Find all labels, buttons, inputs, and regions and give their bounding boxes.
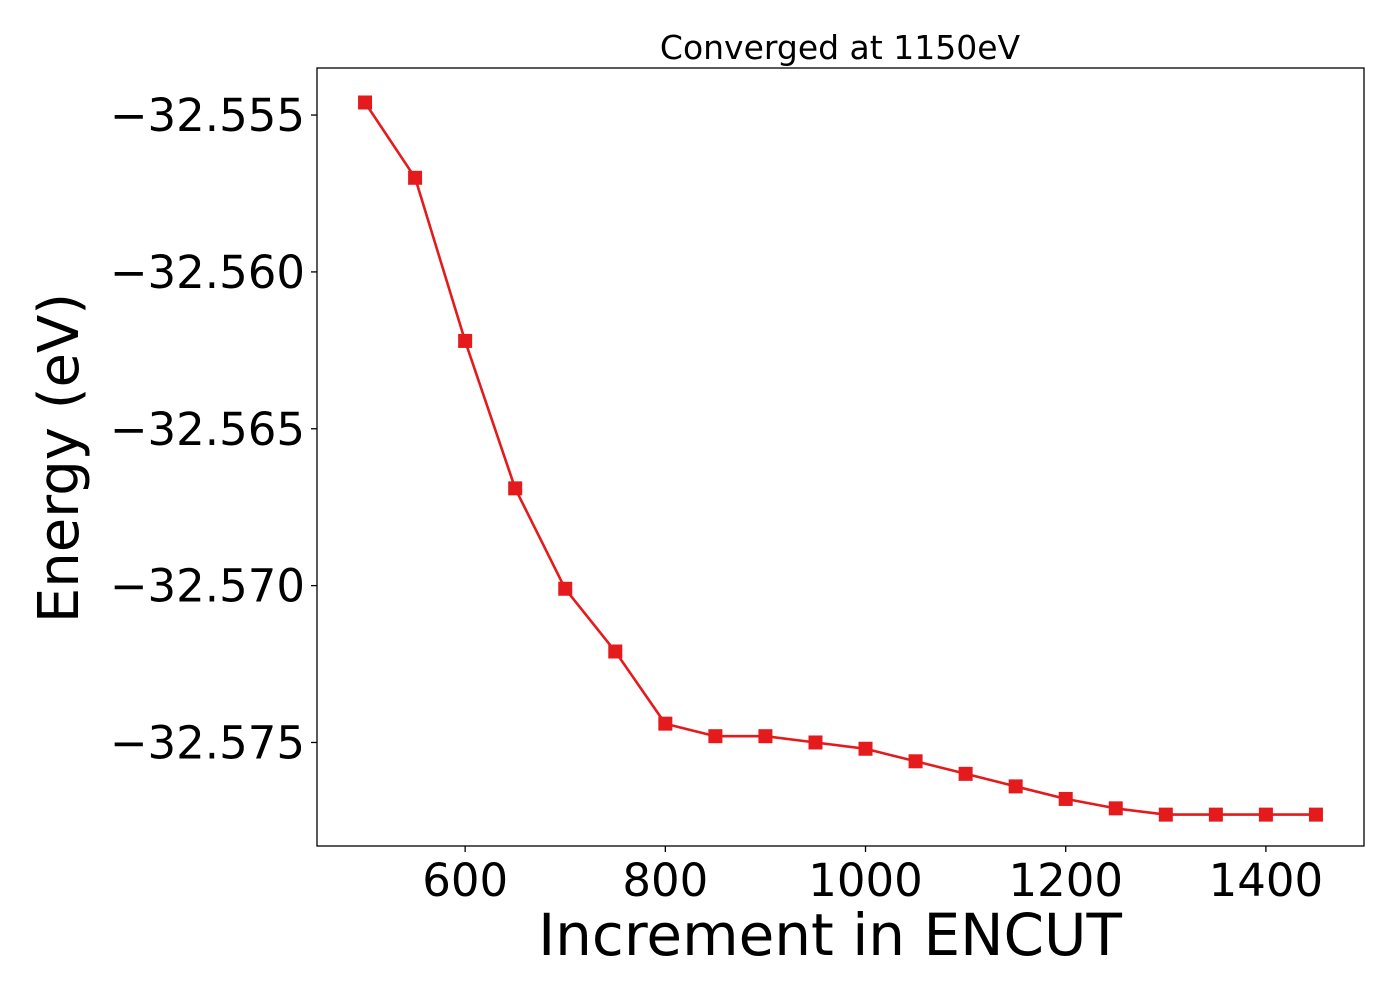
data-point-marker: [658, 716, 673, 731]
y-axis-label: Energy (eV): [27, 293, 92, 623]
data-point-marker: [958, 766, 973, 781]
data-point-marker: [758, 729, 773, 744]
data-point-marker: [708, 729, 723, 744]
y-tick-label: −32.565: [110, 403, 305, 456]
data-point-marker: [808, 735, 823, 750]
x-tick-label: 1000: [808, 854, 923, 907]
data-point-marker: [608, 644, 623, 659]
y-tick-label: −32.560: [110, 246, 305, 299]
series-line: [363, 101, 1316, 816]
series-layer: [358, 95, 1323, 822]
data-point-marker: [1308, 807, 1323, 822]
data-point-marker: [1258, 807, 1273, 822]
x-tick-label: 600: [422, 854, 508, 907]
x-axis-ticks: 600 800 1000 1200 1400: [422, 846, 1323, 907]
y-tick-label: −32.575: [110, 716, 305, 769]
y-axis-ticks: −32.555 −32.560 −32.565 −32.570 −32.575: [110, 89, 317, 769]
data-point-marker: [858, 741, 873, 756]
data-point-marker: [408, 170, 423, 185]
data-point-marker: [1058, 791, 1073, 806]
data-point-marker: [358, 95, 373, 110]
data-point-marker: [908, 754, 923, 769]
x-tick-label: 1200: [1008, 854, 1123, 907]
data-point-marker: [508, 481, 523, 496]
x-tick-label: 1400: [1209, 854, 1324, 907]
x-axis-label: Increment in ENCUT: [538, 901, 1122, 969]
x-tick-label: 800: [622, 854, 708, 907]
y-tick-label: −32.555: [110, 89, 305, 142]
data-point-marker: [1008, 779, 1023, 794]
data-point-marker: [458, 333, 473, 348]
data-point-marker: [558, 581, 573, 596]
data-point-marker: [1108, 801, 1123, 816]
chart-title: Converged at 1150eV: [660, 28, 1021, 67]
y-tick-label: −32.570: [110, 560, 305, 613]
data-point-marker: [1208, 807, 1223, 822]
plot-frame: [316, 67, 1365, 847]
data-point-marker: [1158, 807, 1173, 822]
